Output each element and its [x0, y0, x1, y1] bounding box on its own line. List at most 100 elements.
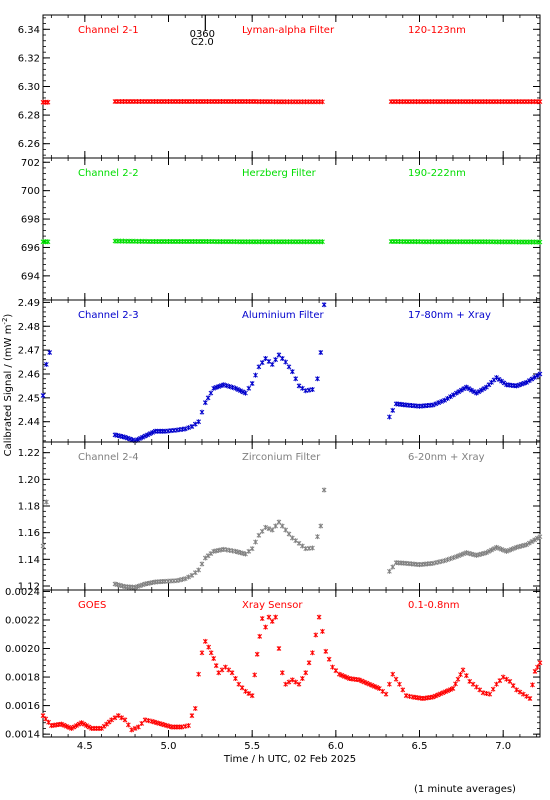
data-point: [283, 359, 288, 365]
data-point: [443, 689, 448, 695]
data-point: [211, 656, 217, 662]
data-point: [150, 429, 155, 435]
data-point: [129, 727, 135, 733]
data-point: [461, 386, 467, 392]
data-point: [464, 673, 469, 679]
data-point: [127, 436, 133, 442]
data-point: [496, 545, 502, 551]
y-tick-label: 2.46: [18, 369, 40, 380]
data-point: [534, 373, 540, 379]
x-tick-label: 6.5: [412, 741, 428, 752]
filter-name: Lyman-alpha Filter: [242, 25, 335, 36]
data-point: [537, 239, 543, 245]
data-point: [273, 523, 278, 529]
y-tick-label: 700: [21, 186, 40, 197]
data-point: [499, 546, 504, 552]
data-point: [448, 556, 453, 562]
data-point: [470, 681, 476, 687]
data-point: [481, 386, 487, 392]
data-point: [524, 693, 529, 699]
data-point: [403, 693, 409, 699]
data-point: [99, 725, 104, 731]
y-tick-label: 6.26: [18, 139, 40, 150]
data-point: [300, 675, 305, 681]
data-point: [510, 683, 516, 689]
data-point: [537, 660, 543, 666]
data-series: [40, 487, 543, 590]
y-tick-label: 1.20: [18, 475, 40, 486]
data-series: [40, 302, 543, 444]
y-tick-label: 2.44: [18, 417, 40, 428]
x-tick-label: 7.0: [495, 741, 511, 752]
data-point: [202, 400, 208, 406]
data-point: [263, 524, 268, 530]
data-point: [43, 499, 49, 505]
y-axis-label-text: Calibrated Signal / (mW m: [3, 325, 14, 457]
data-point: [246, 548, 252, 554]
data-point: [289, 677, 295, 683]
event-marker-label-top: 0360: [190, 29, 215, 40]
data-point: [119, 715, 125, 721]
data-point: [125, 435, 130, 441]
data-point: [474, 684, 479, 690]
data-point: [339, 672, 345, 678]
data-point: [380, 688, 386, 694]
data-point: [537, 534, 543, 540]
data-point: [371, 683, 377, 689]
data-point: [435, 692, 441, 698]
data-point: [524, 542, 529, 548]
data-point: [489, 547, 494, 553]
data-point: [79, 720, 84, 726]
x-tick-label: 6.0: [328, 741, 344, 752]
data-point: [491, 546, 497, 552]
data-point: [249, 381, 255, 387]
data-point: [341, 673, 347, 679]
data-point: [208, 551, 214, 557]
data-point: [208, 390, 214, 396]
data-point: [243, 688, 248, 694]
data-point: [186, 425, 191, 431]
data-point: [445, 395, 450, 401]
data-series: [40, 238, 543, 245]
data-point: [526, 378, 532, 384]
data-point: [276, 646, 282, 652]
x-tick-label: 4.5: [77, 741, 93, 752]
data-point: [263, 624, 268, 630]
data-point: [289, 369, 295, 375]
data-point: [397, 681, 402, 687]
data-point: [320, 628, 325, 634]
data-point: [71, 724, 77, 730]
data-point: [122, 717, 128, 723]
data-point: [202, 638, 208, 644]
data-point: [142, 433, 148, 439]
data-point: [507, 678, 513, 684]
data-point: [310, 386, 315, 392]
data-point: [256, 364, 262, 370]
data-point: [524, 379, 529, 385]
panel-5: 0.0014 0.0016 0.0018 0.0020 0.0022 0.0024 4.5 5…: [5, 587, 543, 752]
data-point: [263, 355, 268, 361]
data-point: [208, 650, 214, 656]
data-series: [40, 614, 543, 733]
data-point: [456, 389, 462, 395]
data-point: [235, 386, 241, 392]
data-point: [477, 687, 483, 693]
data-point: [269, 361, 275, 367]
data-point: [206, 644, 212, 650]
y-tick-label: 2.47: [18, 346, 40, 357]
y-tick-label: 6.34: [18, 25, 40, 36]
data-point: [276, 519, 282, 525]
event-marker: 0360 C2.0: [190, 15, 215, 48]
data-point: [246, 690, 252, 696]
data-point: [259, 360, 265, 366]
data-point: [509, 546, 514, 552]
data-point: [269, 527, 275, 533]
data-point: [182, 426, 188, 432]
data-point: [527, 695, 533, 701]
data-point: [249, 546, 255, 552]
data-point: [229, 670, 235, 676]
data-point: [254, 651, 260, 657]
data-point: [451, 392, 456, 398]
x-tick-label: 5.0: [161, 741, 177, 752]
data-point: [497, 678, 503, 684]
